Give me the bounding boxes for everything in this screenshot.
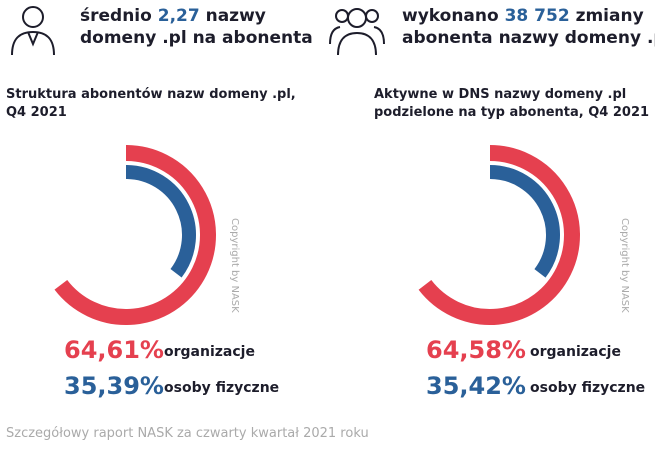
- copyright: Copyright by NASK: [619, 218, 630, 313]
- chart-title: podzielone na typ abonenta, Q4 2021: [374, 105, 650, 120]
- stat-text: nazwy: [205, 6, 266, 26]
- copyright: Copyright by NASK: [229, 218, 240, 313]
- stat-text: zmiany: [575, 6, 644, 26]
- value-label: 64,61%: [64, 336, 164, 364]
- stat-text: średnio: [80, 6, 152, 26]
- chart-title: Q4 2021: [6, 105, 67, 120]
- arc: [54, 145, 216, 325]
- stat: średnio 2,27 nazwy domeny .pl na abonent…: [80, 5, 313, 49]
- arc: [418, 145, 580, 325]
- stat-text: wykonano: [402, 6, 499, 26]
- stat-number: 38 752: [504, 6, 570, 26]
- category-label: organizacje: [164, 344, 255, 360]
- footer: Szczegółowy raport NASK za czwarty kwart…: [6, 426, 369, 441]
- chart-title: Aktywne w DNS nazwy domeny .pl: [374, 87, 627, 102]
- value-label: 35,42%: [426, 372, 526, 400]
- arc: [125, 165, 196, 278]
- category-label: organizacje: [530, 344, 621, 360]
- value-label: 35,39%: [64, 372, 164, 400]
- chart-title: Struktura abonentów nazw domeny .pl,: [6, 87, 296, 102]
- arc: [489, 165, 560, 278]
- stat-text: domeny .pl na abonenta: [80, 28, 313, 48]
- value-label: 64,58%: [426, 336, 526, 364]
- stat-number: 2,27: [157, 6, 200, 26]
- stat-text: abonenta nazwy domeny .pl: [402, 28, 655, 48]
- category-label: osoby fizyczne: [164, 380, 280, 396]
- stat: wykonano 38 752 zmiany abonenta nazwy do…: [402, 5, 655, 49]
- person-icon: [11, 6, 55, 56]
- people-icon: [329, 8, 385, 56]
- category-label: osoby fizyczne: [530, 380, 646, 396]
